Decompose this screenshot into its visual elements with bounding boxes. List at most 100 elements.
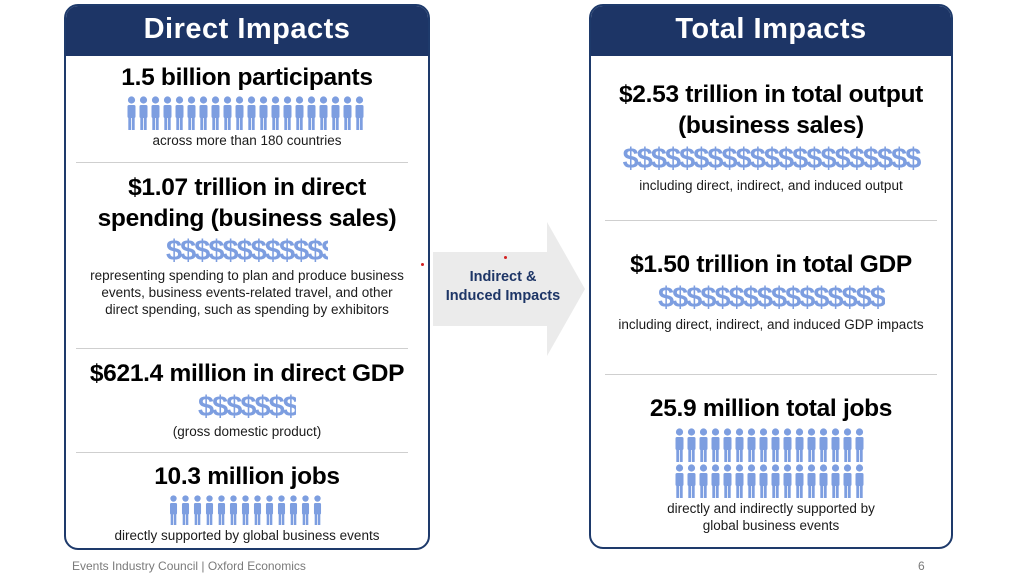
- person-icon: [771, 428, 780, 462]
- person-icon: [687, 428, 696, 462]
- total-jobs-sub-line-1: directly and indirectly supported by: [667, 501, 875, 516]
- person-icon: [759, 464, 768, 498]
- participants-sub: across more than 180 countries: [152, 133, 342, 148]
- spending-sub-line-3: direct spending, such as spending by exh…: [105, 302, 389, 317]
- spending-headline-line-2: spending (business sales): [97, 205, 397, 232]
- direct-gdp-headline: $621.4 million in direct GDP: [89, 360, 405, 387]
- person-icon: [253, 495, 262, 525]
- total-jobs-people-icons-row-2: [591, 464, 951, 498]
- person-icon: [855, 428, 864, 462]
- person-icon: [855, 464, 864, 498]
- direct-jobs-people-icons: [170, 495, 324, 525]
- person-icon: [843, 464, 852, 498]
- direct-jobs-sub: directly supported by global business ev…: [114, 528, 380, 543]
- person-icon: [319, 96, 328, 130]
- person-icon: [241, 495, 250, 525]
- person-icon: [747, 464, 756, 498]
- person-icon: [831, 428, 840, 462]
- divider: [76, 452, 408, 453]
- person-icon: [723, 464, 732, 498]
- person-icon: [170, 495, 178, 525]
- person-icon: [259, 96, 268, 130]
- person-icon: [735, 428, 744, 462]
- person-icon: [795, 464, 804, 498]
- person-icon: [675, 428, 684, 462]
- participants-headline: 1.5 billion participants: [121, 64, 373, 91]
- total-gdp-dollar-icons: $$$$$$$$$$$$$$$$: [657, 282, 885, 314]
- total-jobs-sub-line-2: global business events: [702, 518, 840, 533]
- arrow-right-icon: [433, 222, 585, 356]
- person-icon: [807, 464, 816, 498]
- total-output-section: $2.53 trillion in total output (business…: [591, 79, 951, 194]
- total-output-headline-line-1: $2.53 trillion in total output: [618, 81, 924, 108]
- person-icon: [295, 96, 304, 130]
- divider: [76, 162, 408, 163]
- person-icon: [723, 428, 732, 462]
- direct-gdp-section: $621.4 million in direct GDP $$$$$$$$ (g…: [66, 358, 428, 440]
- person-icon: [187, 96, 196, 130]
- arrow-label-line-2: Induced Impacts: [445, 288, 561, 304]
- person-icon: [831, 464, 840, 498]
- person-icon: [711, 428, 720, 462]
- person-icon: [277, 495, 286, 525]
- person-icon: [229, 495, 238, 525]
- total-output-headline-line-2: (business sales): [678, 112, 864, 139]
- person-icon: [771, 464, 780, 498]
- total-output-dollar-icons: $$$$$$$$$$$$$$$$$$$$$: [622, 143, 922, 175]
- red-dot: [504, 256, 507, 259]
- person-icon: [699, 464, 708, 498]
- spending-headline-line-1: $1.07 trillion in direct: [128, 174, 366, 201]
- direct-jobs-headline: 10.3 million jobs: [154, 463, 340, 490]
- person-icon: [711, 464, 720, 498]
- person-icon: [687, 464, 696, 498]
- person-icon: [271, 96, 280, 130]
- divider: [605, 374, 937, 375]
- spending-sub-line-1: representing spending to plan and produc…: [90, 268, 404, 283]
- person-icon: [313, 495, 322, 525]
- spending-section: $1.07 trillion in direct spending (busin…: [66, 172, 428, 318]
- total-impacts-panel: Total Impacts $2.53 trillion in total ou…: [589, 4, 953, 549]
- person-icon: [151, 96, 160, 130]
- total-gdp-sub: including direct, indirect, and induced …: [618, 317, 924, 332]
- person-icon: [783, 428, 792, 462]
- person-icon: [199, 96, 208, 130]
- person-icon: [819, 428, 828, 462]
- person-icon: [301, 495, 310, 525]
- person-icon: [175, 96, 184, 130]
- person-icon: [807, 428, 816, 462]
- person-icon: [217, 495, 226, 525]
- footer-source: Events Industry Council | Oxford Economi…: [72, 559, 306, 573]
- total-gdp-headline: $1.50 trillion in total GDP: [630, 251, 912, 278]
- person-icon: [235, 96, 244, 130]
- person-icon: [747, 428, 756, 462]
- person-icon: [699, 428, 708, 462]
- direct-impacts-panel: Direct Impacts 1.5 billion participants …: [64, 4, 430, 550]
- person-icon: [163, 96, 172, 130]
- total-jobs-headline: 25.9 million total jobs: [649, 395, 893, 422]
- person-icon: [795, 428, 804, 462]
- direct-jobs-section: 10.3 million jobs directly supported by …: [66, 461, 428, 544]
- total-gdp-section: $1.50 trillion in total GDP $$$$$$$$$$$$…: [591, 249, 951, 333]
- person-icon: [211, 96, 220, 130]
- person-icon: [265, 495, 274, 525]
- person-icon: [127, 96, 136, 130]
- person-icon: [139, 96, 148, 130]
- person-icon: [307, 96, 316, 130]
- spending-sub-line-2: events, business events-related travel, …: [101, 285, 393, 300]
- person-icon: [223, 96, 232, 130]
- direct-impacts-title: Direct Impacts: [66, 6, 428, 56]
- divider: [76, 348, 408, 349]
- person-icon: [289, 495, 298, 525]
- total-jobs-section: 25.9 million total jobs directly and ind…: [591, 393, 951, 534]
- participants-section: 1.5 billion participants across more tha…: [66, 62, 428, 149]
- indirect-induced-label: Indirect & Induced Impacts: [433, 268, 573, 306]
- direct-gdp-dollar-icons: $$$$$$$$: [198, 391, 296, 423]
- red-dot: [421, 263, 424, 266]
- person-icon: [783, 464, 792, 498]
- person-icon: [331, 96, 340, 130]
- spending-dollar-icons: $$$$$$$$$$$$: [166, 235, 328, 267]
- total-output-sub: including direct, indirect, and induced …: [639, 178, 903, 193]
- person-icon: [355, 96, 364, 130]
- person-icon: [843, 428, 852, 462]
- total-jobs-people-icons-row-1: [591, 428, 951, 462]
